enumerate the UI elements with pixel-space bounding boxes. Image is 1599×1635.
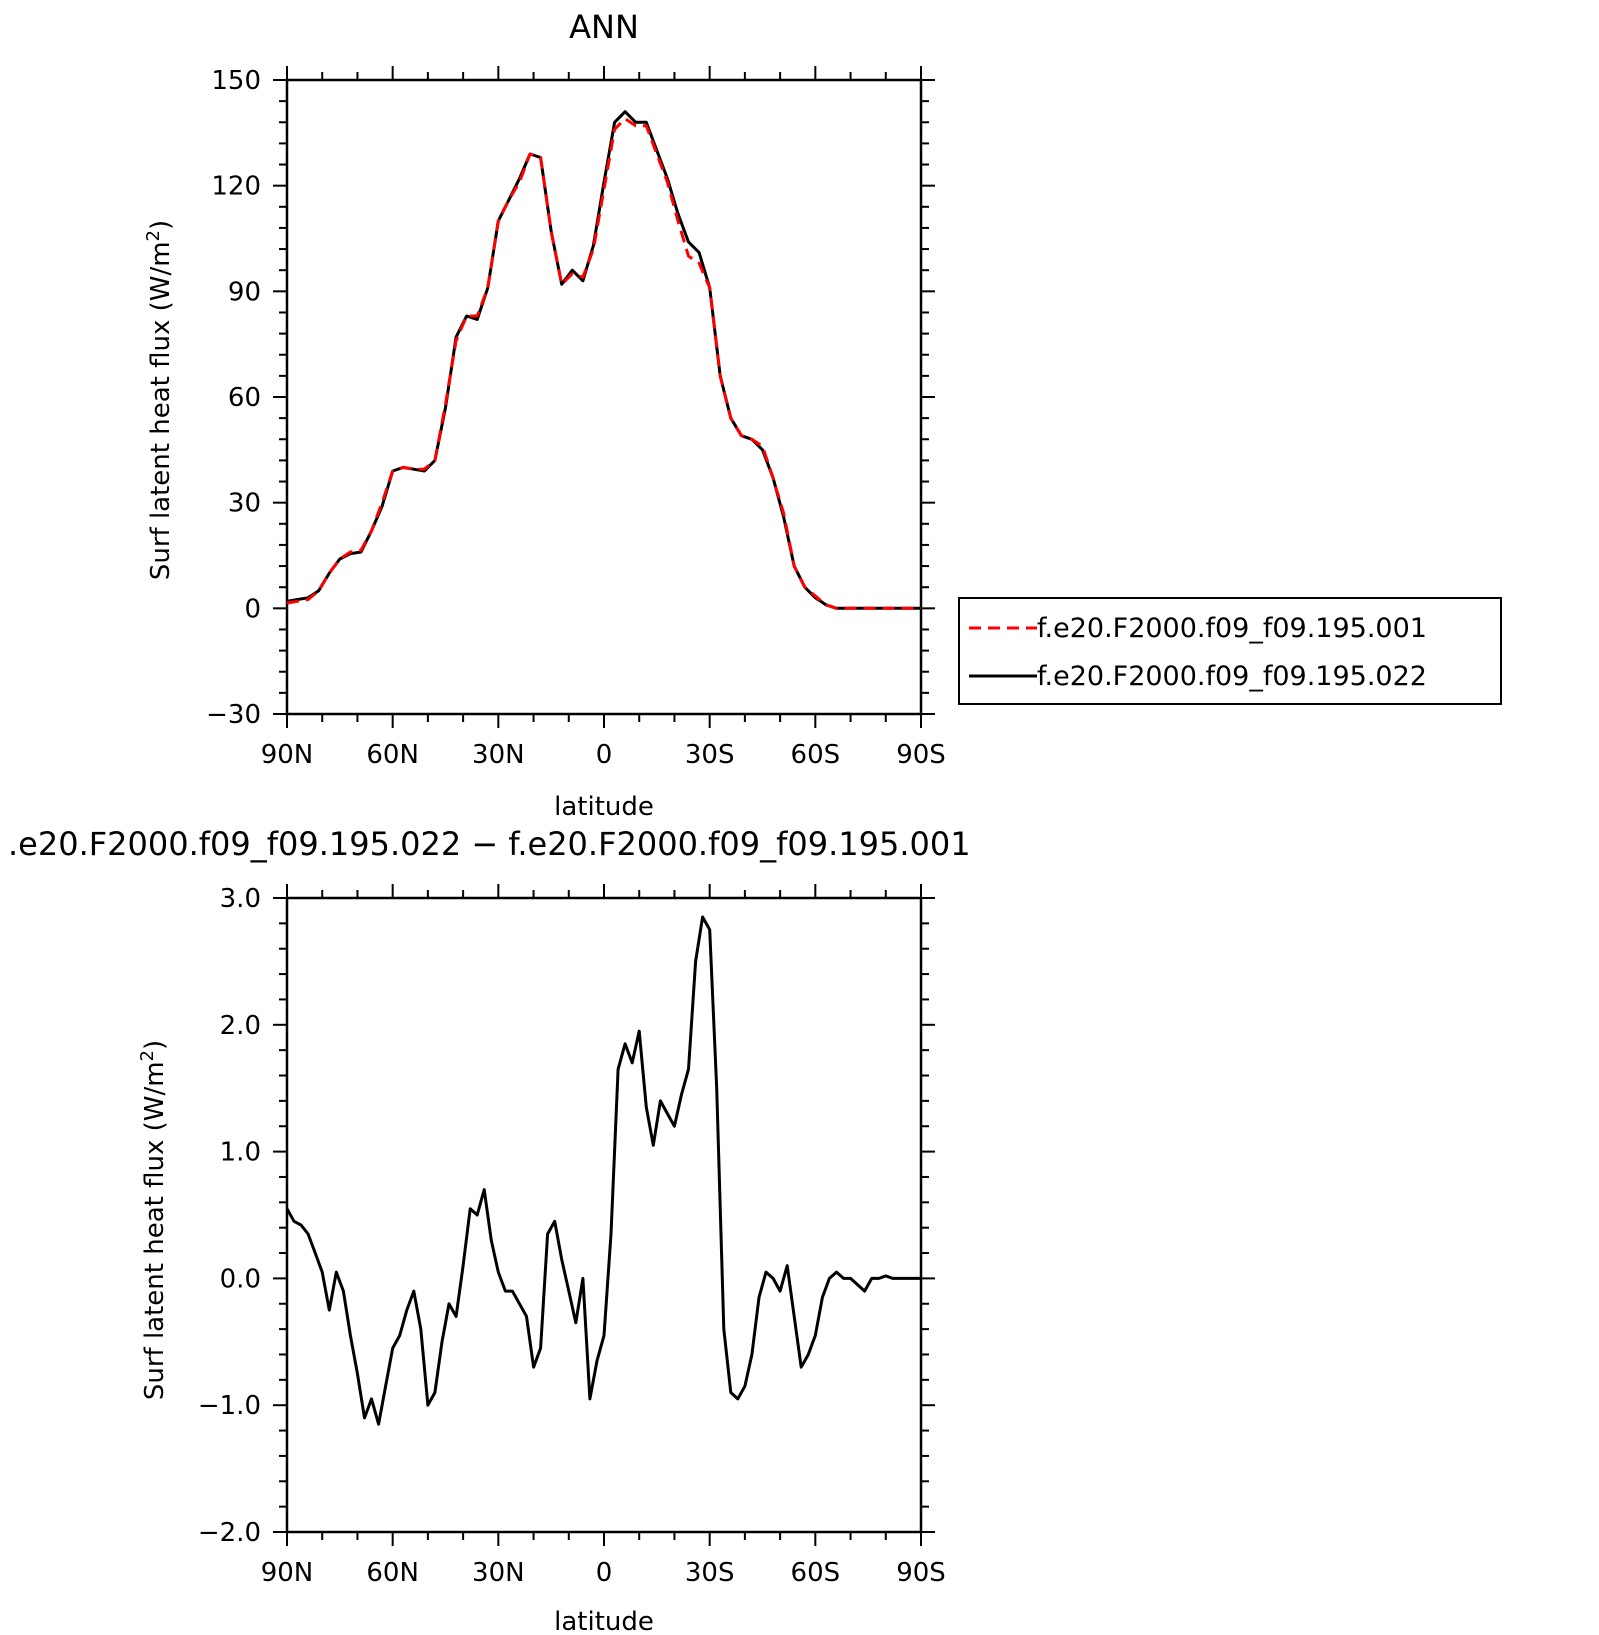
legend-box bbox=[958, 597, 1502, 705]
top-panel-x-axis-label: latitude bbox=[554, 792, 654, 822]
legend: f.e20.F2000.f09_f09.195.001 f.e20.F2000.… bbox=[958, 597, 1502, 705]
top-panel-x-tick-label: 60S bbox=[791, 740, 841, 770]
bottom-panel: .e20.F2000.f09_f09.195.022 − f.e20.F2000… bbox=[8, 825, 971, 1635]
top-panel-y-tick-label: 60 bbox=[228, 383, 261, 413]
bottom-panel-y-tick-label: 1.0 bbox=[220, 1138, 261, 1168]
legend-entry-1: f.e20.F2000.f09_f09.195.001 bbox=[1037, 613, 1427, 644]
bottom-panel-x-tick-label: 60S bbox=[791, 1558, 841, 1588]
bottom-panel-x-tick-label: 90N bbox=[261, 1558, 314, 1588]
bottom-panel-y-axis-label-main: Surf latent heat flux (W/m bbox=[140, 1061, 170, 1400]
top-panel-y-tick-label: 0 bbox=[244, 594, 261, 624]
top-panel-x-tick-label: 90S bbox=[896, 740, 946, 770]
top-panel-y-tick-label: 120 bbox=[211, 172, 261, 202]
top-panel-axes: 90N 60N 30N 0 30S 60S 90S −30 0 30 60 90 120 150 bbox=[206, 66, 946, 770]
bottom-panel-x-tick-label: 90S bbox=[896, 1558, 946, 1588]
top-panel-y-axis-label-close: ) bbox=[146, 220, 176, 230]
top-panel-y-tick-label: 150 bbox=[211, 66, 261, 96]
top-panel-series-line-1 bbox=[286, 117, 921, 610]
top-panel-x-tick-label: 0 bbox=[596, 740, 613, 770]
top-panel-series-layer bbox=[286, 110, 921, 610]
bottom-panel-x-tick-label: 30N bbox=[472, 1558, 525, 1588]
bottom-panel-series-layer bbox=[285, 915, 921, 1426]
top-panel-y-tick-label: 90 bbox=[228, 277, 261, 307]
bottom-panel-axes: 90N 60N 30N 0 30S 60S 90S −2.0 −1.0 0.0 1.0 2.0 3.0 bbox=[198, 884, 946, 1588]
bottom-panel-series-line-1 bbox=[285, 915, 921, 1426]
bottom-panel-y-axis-label-close: ) bbox=[140, 1040, 170, 1050]
bottom-panel-y-tick-label: 2.0 bbox=[220, 1011, 261, 1041]
top-panel: ANN 90N 60N 30N 0 30S 60S 90S−300306090120150 … bbox=[143, 8, 1502, 822]
top-panel-x-tick-label: 30S bbox=[685, 740, 735, 770]
top-panel-y-tick-label: −30 bbox=[206, 700, 261, 730]
top-panel-y-axis-label-main: Surf latent heat flux (W/m bbox=[146, 241, 176, 580]
top-panel-x-tick-label: 90N bbox=[261, 740, 314, 770]
bottom-panel-x-tick-label: 0 bbox=[596, 1558, 613, 1588]
bottom-panel-x-tick-label: 60N bbox=[366, 1558, 419, 1588]
top-panel-x-tick-label: 30N bbox=[472, 740, 525, 770]
top-panel-y-tick-label: 30 bbox=[228, 489, 261, 519]
bottom-panel-y-tick-label: 3.0 bbox=[220, 884, 261, 914]
bottom-panel-x-axis-label: latitude bbox=[554, 1607, 654, 1635]
bottom-panel-y-axis-label-superscript: 2 bbox=[137, 1050, 158, 1061]
legend-entry-2: f.e20.F2000.f09_f09.195.022 bbox=[1037, 661, 1427, 692]
bottom-panel-x-tick-label: 30S bbox=[685, 1558, 735, 1588]
bottom-panel-y-tick-label: −2.0 bbox=[198, 1518, 261, 1548]
bottom-panel-y-axis-label: Surf latent heat flux (W/m2) bbox=[137, 1040, 170, 1400]
top-panel-x-tick-label: 60N bbox=[366, 740, 419, 770]
top-panel-title: ANN bbox=[569, 8, 639, 46]
bottom-panel-y-tick-label: −1.0 bbox=[198, 1391, 261, 1421]
bottom-panel-title: .e20.F2000.f09_f09.195.022 − f.e20.F2000… bbox=[8, 825, 971, 863]
top-panel-y-axis-label-superscript: 2 bbox=[143, 230, 164, 241]
top-panel-y-axis-label: Surf latent heat flux (W/m2) bbox=[143, 220, 176, 580]
bottom-panel-y-tick-label: 0.0 bbox=[220, 1264, 261, 1294]
bottom-panel-plot-frame bbox=[285, 896, 923, 1534]
